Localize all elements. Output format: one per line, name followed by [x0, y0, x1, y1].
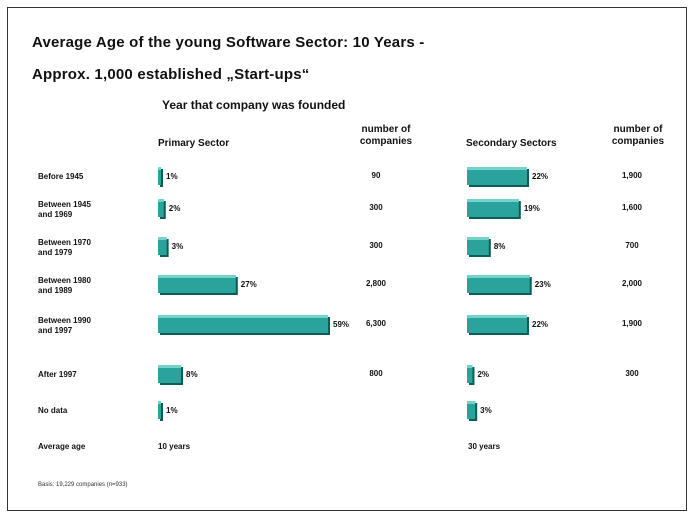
- bar-shadow: [160, 169, 163, 187]
- company-count: 800: [369, 369, 383, 378]
- title-line-2: Approx. 1,000 established „Start-ups“: [32, 66, 310, 83]
- bar: [467, 237, 489, 255]
- count-header-line2: companies: [359, 136, 413, 147]
- bar: [467, 401, 476, 419]
- company-count: 300: [369, 203, 383, 212]
- row-label-line1: No data: [38, 406, 68, 415]
- row-label: Before 1945: [38, 172, 83, 182]
- bar-highlight: [467, 237, 489, 240]
- bar: [158, 199, 164, 217]
- average-age-primary: 10 years: [158, 442, 191, 451]
- bar-value-label: 3%: [480, 406, 492, 415]
- bar-highlight: [158, 275, 236, 278]
- row-label-line1: Before 1945: [38, 172, 84, 181]
- row-label: Between 1970 and 1979: [38, 238, 91, 258]
- row-label: No data: [38, 406, 67, 416]
- bar: [158, 365, 182, 383]
- company-count: 1,600: [621, 203, 643, 212]
- bar-highlight: [467, 199, 519, 202]
- company-count: 2,000: [621, 279, 643, 288]
- row-label: Between 1980 and 1989: [38, 276, 91, 296]
- row-label-line1: Between 1980: [38, 276, 91, 285]
- chart-slide: Average Age of the young Software Sector…: [7, 7, 687, 511]
- company-count: 90: [371, 171, 381, 180]
- bar-value-label: 22%: [532, 320, 548, 329]
- bar-highlight: [467, 315, 527, 318]
- bar-highlight: [158, 315, 328, 318]
- row-label-line2: and 1989: [38, 286, 73, 295]
- bar-shadow: [160, 403, 163, 421]
- bar: [467, 275, 530, 293]
- bar-value-label: 1%: [166, 406, 178, 415]
- average-age-secondary: 30 years: [468, 442, 501, 451]
- row-label-line2: and 1979: [38, 248, 73, 257]
- bar-chart: 1% 2% 3% 27% 59% 8% 1% 22% 19% 8% 23% 22% 2% 3%: [158, 167, 551, 421]
- bar: [467, 315, 527, 333]
- bar-highlight: [158, 401, 161, 404]
- bar-highlight: [158, 199, 164, 202]
- row-label-line1: Between 1990: [38, 316, 91, 325]
- average-age-label: Average age: [38, 442, 86, 451]
- bar: [158, 237, 167, 255]
- bar: [467, 365, 473, 383]
- bar-value-label: 8%: [494, 242, 506, 251]
- company-count: 300: [625, 369, 639, 378]
- row-label-line1: After 1997: [38, 370, 77, 379]
- row-label: Between 1990 and 1997: [38, 316, 91, 336]
- bar-value-label: 19%: [524, 204, 540, 213]
- bar: [467, 199, 519, 217]
- bar-highlight: [467, 167, 527, 170]
- bar-value-label: 59%: [333, 320, 349, 329]
- secondary-sector-header: Secondary Sectors: [466, 138, 557, 149]
- bar: [158, 315, 328, 333]
- company-count: 700: [625, 241, 639, 250]
- row-label-line2: and 1997: [38, 326, 73, 335]
- bar-value-label: 8%: [186, 370, 198, 379]
- row-label-line1: Between 1970: [38, 238, 91, 247]
- row-label-line2: and 1969: [38, 210, 73, 219]
- count-header-line1: number of: [361, 124, 411, 135]
- row-label-line1: Between 1945: [38, 200, 91, 209]
- bar-value-label: 27%: [241, 280, 257, 289]
- primary-count-header: number of companies: [346, 124, 426, 148]
- company-count: 6,300: [365, 319, 387, 328]
- company-count: 1,900: [621, 171, 643, 180]
- count-header-line2: companies: [611, 136, 665, 147]
- bar-highlight: [467, 401, 476, 404]
- bar-highlight: [158, 167, 161, 170]
- bar: [467, 167, 527, 185]
- title-line-1: Average Age of the young Software Sector…: [32, 34, 425, 51]
- bar-highlight: [467, 275, 530, 278]
- bar-value-label: 3%: [172, 242, 184, 251]
- row-label: After 1997: [38, 370, 77, 380]
- bar-value-label: 23%: [535, 280, 551, 289]
- company-count: 300: [369, 241, 383, 250]
- primary-sector-header: Primary Sector: [158, 138, 230, 149]
- count-header-line1: number of: [613, 124, 663, 135]
- bar-value-label: 1%: [166, 172, 178, 181]
- bar: [158, 275, 236, 293]
- company-count: 2,800: [365, 279, 387, 288]
- bar-value-label: 2%: [477, 370, 489, 379]
- subtitle: Year that company was founded: [162, 98, 346, 112]
- bar: [158, 167, 161, 185]
- bar-highlight: [158, 237, 167, 240]
- company-count: 1,900: [621, 319, 643, 328]
- basis-note: Basis: 19,229 companies (n=933): [38, 482, 128, 488]
- bar-value-label: 2%: [169, 204, 181, 213]
- bar-highlight: [467, 365, 473, 368]
- row-label: Between 1945 and 1969: [38, 200, 91, 220]
- bar: [158, 401, 161, 419]
- secondary-count-header: number of companies: [598, 124, 678, 148]
- bar-highlight: [158, 365, 182, 368]
- bar-value-label: 22%: [532, 172, 548, 181]
